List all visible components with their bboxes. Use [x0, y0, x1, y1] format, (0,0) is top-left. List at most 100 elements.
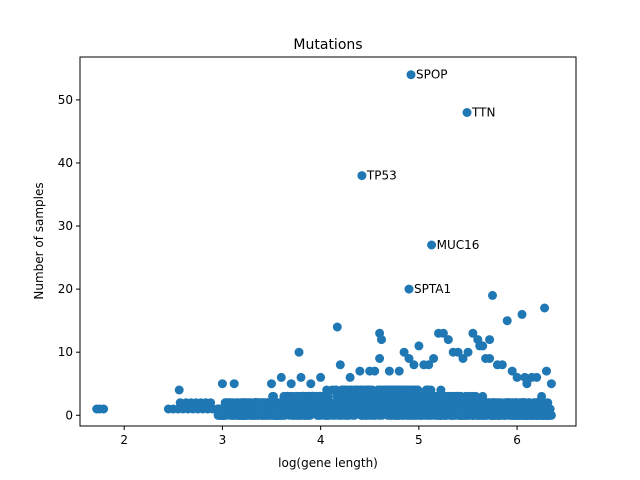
x-axis-label: log(gene length) — [278, 456, 378, 470]
data-point — [267, 379, 276, 389]
dense-point — [467, 410, 477, 420]
data-point — [345, 372, 355, 382]
dense-point — [432, 404, 442, 414]
dense-point — [427, 410, 437, 420]
dense-point — [438, 410, 448, 420]
points-group — [92, 70, 556, 420]
dense-point — [355, 385, 365, 395]
dense-point — [404, 385, 414, 395]
annotated-point — [427, 240, 437, 250]
data-point — [497, 360, 507, 370]
data-point — [286, 379, 296, 389]
dense-point — [309, 404, 319, 414]
dense-point — [413, 385, 423, 395]
dense-point — [347, 398, 357, 408]
data-point — [399, 347, 409, 357]
annotation-label: TTN — [471, 106, 495, 120]
data-point — [463, 347, 473, 357]
annotation-label: MUC16 — [437, 238, 480, 252]
data-point — [546, 379, 556, 389]
data-point — [419, 360, 429, 370]
data-point — [443, 335, 453, 345]
dense-point — [252, 398, 262, 408]
dense-point — [297, 391, 307, 401]
dense-point — [290, 398, 300, 408]
data-point — [377, 335, 386, 345]
dense-point — [288, 410, 298, 420]
dense-point — [260, 398, 270, 408]
y-tick-label: 40 — [58, 156, 73, 170]
data-point — [332, 322, 342, 332]
y-tick-label: 20 — [58, 282, 73, 296]
dense-point — [392, 398, 402, 408]
dense-point — [334, 391, 344, 401]
dense-point — [449, 391, 458, 401]
data-point — [384, 366, 394, 376]
annotated-point — [406, 70, 416, 80]
dense-point — [532, 398, 542, 408]
data-point — [527, 372, 537, 382]
dense-point — [300, 410, 310, 420]
data-point — [409, 360, 419, 370]
dense-point — [309, 391, 319, 401]
dense-point — [465, 391, 474, 401]
annotated-point — [357, 171, 367, 181]
data-point — [229, 379, 239, 389]
data-point — [370, 366, 380, 376]
y-axis-label: Number of samples — [32, 182, 46, 299]
data-point — [355, 366, 365, 376]
data-point — [502, 316, 512, 326]
x-tick-label: 5 — [415, 433, 423, 447]
data-point — [468, 328, 478, 338]
dense-point — [520, 410, 530, 420]
y-axis-ticks: 0 10 20 30 40 50 — [58, 93, 80, 422]
data-point — [458, 354, 468, 363]
data-point — [394, 366, 404, 376]
annotated-point — [404, 284, 414, 294]
dense-point — [370, 410, 379, 420]
data-point — [438, 328, 448, 338]
data-point — [481, 354, 491, 363]
data-point — [414, 341, 424, 351]
dense-point — [546, 410, 556, 420]
data-point — [475, 341, 485, 351]
annotation-label: SPTA1 — [414, 282, 451, 296]
annotations-group: SPOP TTN TP53 MUC16 SPTA1 — [366, 68, 496, 296]
data-point — [485, 335, 495, 345]
data-point — [99, 404, 109, 414]
dense-point — [445, 404, 455, 414]
y-tick-label: 0 — [65, 408, 73, 422]
dense-point — [281, 398, 291, 408]
annotated-point — [462, 108, 472, 117]
data-point — [174, 385, 184, 395]
annotation-label: SPOP — [416, 68, 448, 82]
data-point — [294, 347, 304, 357]
data-point — [206, 398, 216, 408]
data-point — [542, 366, 551, 376]
y-tick-label: 50 — [58, 93, 73, 107]
dense-point — [268, 398, 278, 408]
data-point — [335, 360, 345, 370]
dense-point — [380, 385, 390, 395]
dense-point — [387, 391, 397, 401]
dense-point — [365, 385, 375, 395]
dense-point — [363, 398, 373, 408]
dense-point — [340, 404, 349, 414]
dense-point — [441, 391, 451, 401]
dense-point — [497, 404, 507, 414]
data-point — [404, 354, 414, 363]
dense-point — [383, 410, 393, 420]
data-point — [375, 354, 385, 363]
data-point — [488, 290, 497, 300]
dense-point — [358, 410, 368, 420]
data-point — [276, 372, 286, 382]
data-point — [512, 372, 522, 382]
x-tick-label: 4 — [317, 433, 325, 447]
annotation-label: TP53 — [366, 169, 397, 183]
dense-point — [484, 404, 494, 414]
dense-point — [215, 404, 225, 414]
data-point — [540, 303, 550, 313]
dense-point — [274, 404, 284, 414]
dense-point — [472, 398, 482, 408]
